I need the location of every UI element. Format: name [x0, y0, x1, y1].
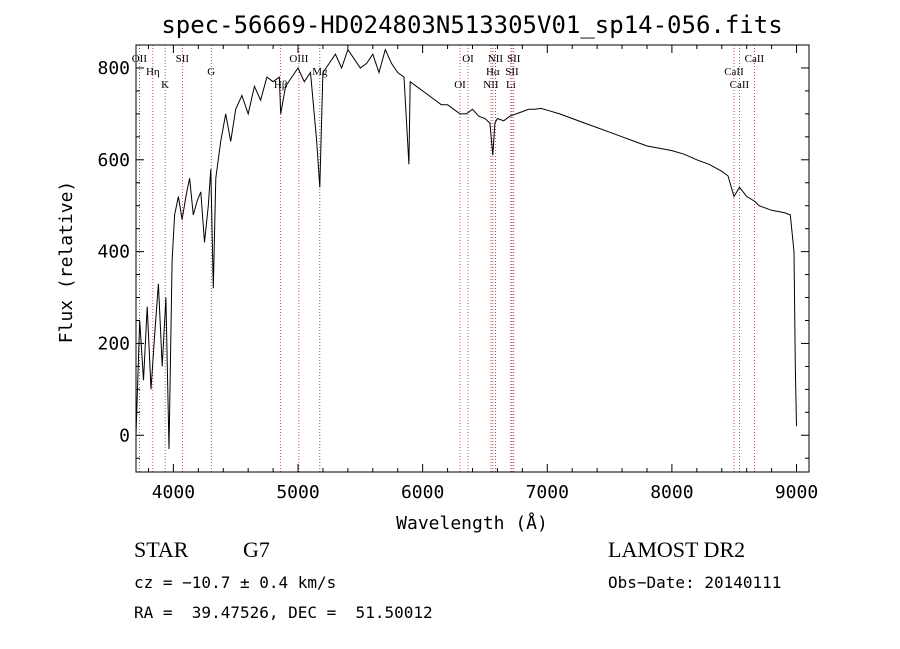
line-label: CaII — [730, 79, 750, 91]
y-tick-label: 0 — [119, 425, 130, 446]
line-label: SII — [176, 53, 190, 65]
x-tick-label: 6000 — [401, 482, 444, 503]
x-tick-label: 4000 — [152, 482, 195, 503]
line-label: K — [161, 79, 169, 91]
line-label: Hα — [486, 66, 500, 78]
chart-title: spec-56669-HD024803N513305V01_sp14-056.f… — [161, 11, 782, 39]
line-label: CaII — [724, 66, 744, 78]
observation-date: Obs−Date: 20140111 — [608, 573, 782, 592]
line-label: Li — [506, 79, 516, 91]
emission-line-markers: OIIHηKSIIGHβOIIIMgOIOIHαNIINIISIILiSIICa… — [132, 45, 765, 472]
object-subclass: G7 — [243, 537, 270, 562]
y-axis-label: Flux (relative) — [56, 181, 77, 344]
line-label: OI — [454, 79, 466, 91]
redshift-value: cz = −10.7 ± 0.4 km/s — [134, 573, 337, 592]
line-label: Hη — [146, 66, 160, 78]
line-label: NII — [488, 53, 504, 65]
survey-name: LAMOST DR2 — [608, 537, 746, 562]
axes: 4000 5000 6000 7000 8000 9000 0 200 400 600 800 — [97, 44, 818, 503]
line-label: Mg — [312, 66, 328, 78]
x-tick-label: 9000 — [775, 482, 818, 503]
spectrum-series-line — [135, 48, 797, 450]
x-tick-label: 7000 — [526, 482, 569, 503]
line-label: SII — [507, 53, 521, 65]
y-tick-label: 400 — [97, 242, 130, 263]
x-tick-label: 8000 — [650, 482, 693, 503]
line-label: OI — [462, 53, 474, 65]
x-axis-label: Wavelength (Å) — [396, 512, 548, 534]
y-tick-label: 600 — [97, 150, 130, 171]
line-label: SII — [505, 66, 519, 78]
line-label: OII — [132, 53, 148, 65]
line-label: CaII — [745, 53, 765, 65]
object-class: STAR — [134, 537, 189, 562]
line-label: G — [207, 66, 215, 78]
line-label: OIII — [289, 53, 308, 65]
y-tick-label: 200 — [97, 333, 130, 354]
line-label: Hβ — [274, 79, 288, 91]
x-tick-label: 5000 — [276, 482, 319, 503]
coordinates: RA = 39.47526, DEC = 51.50012 — [134, 603, 433, 622]
y-tick-label: 800 — [97, 58, 130, 79]
line-label: NII — [483, 79, 499, 91]
